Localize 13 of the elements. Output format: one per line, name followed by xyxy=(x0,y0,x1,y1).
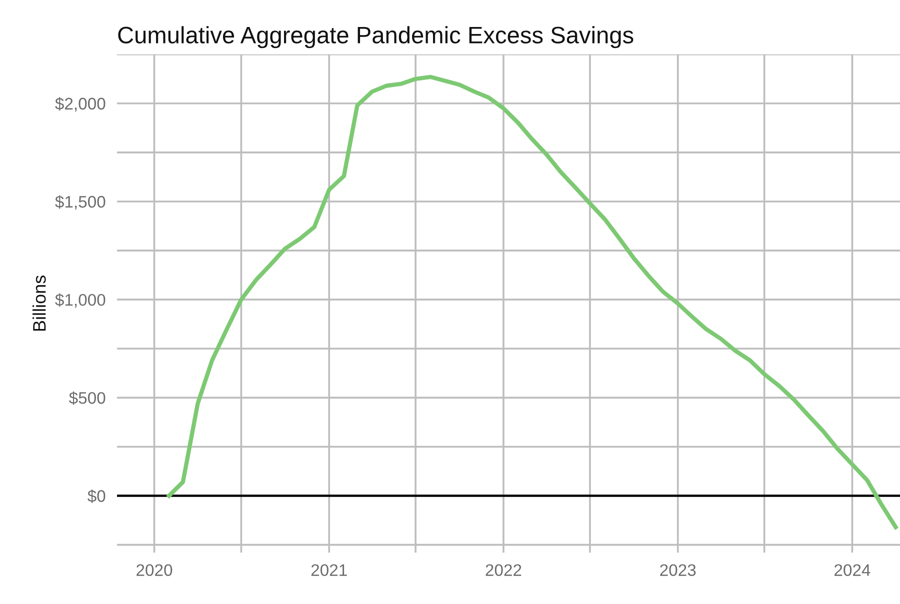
y-tick-label: $0 xyxy=(88,489,106,503)
x-tick-label: 2023 xyxy=(660,564,696,576)
y-tick-label: $1,500 xyxy=(55,195,106,210)
x-tick-label: 2020 xyxy=(136,564,172,576)
y-tick-label: $2,000 xyxy=(55,97,106,112)
y-axis-title: Billions xyxy=(32,276,46,331)
x-tick-label: 2024 xyxy=(834,564,870,576)
x-tick-label: 2021 xyxy=(311,564,347,576)
y-tick-label: $500 xyxy=(68,391,106,405)
y-tick-label: $1,000 xyxy=(55,293,106,308)
chart-title: Cumulative Aggregate Pandemic Excess Savings xyxy=(118,26,634,48)
x-tick-label: 2022 xyxy=(486,564,522,576)
line-series xyxy=(166,74,898,530)
